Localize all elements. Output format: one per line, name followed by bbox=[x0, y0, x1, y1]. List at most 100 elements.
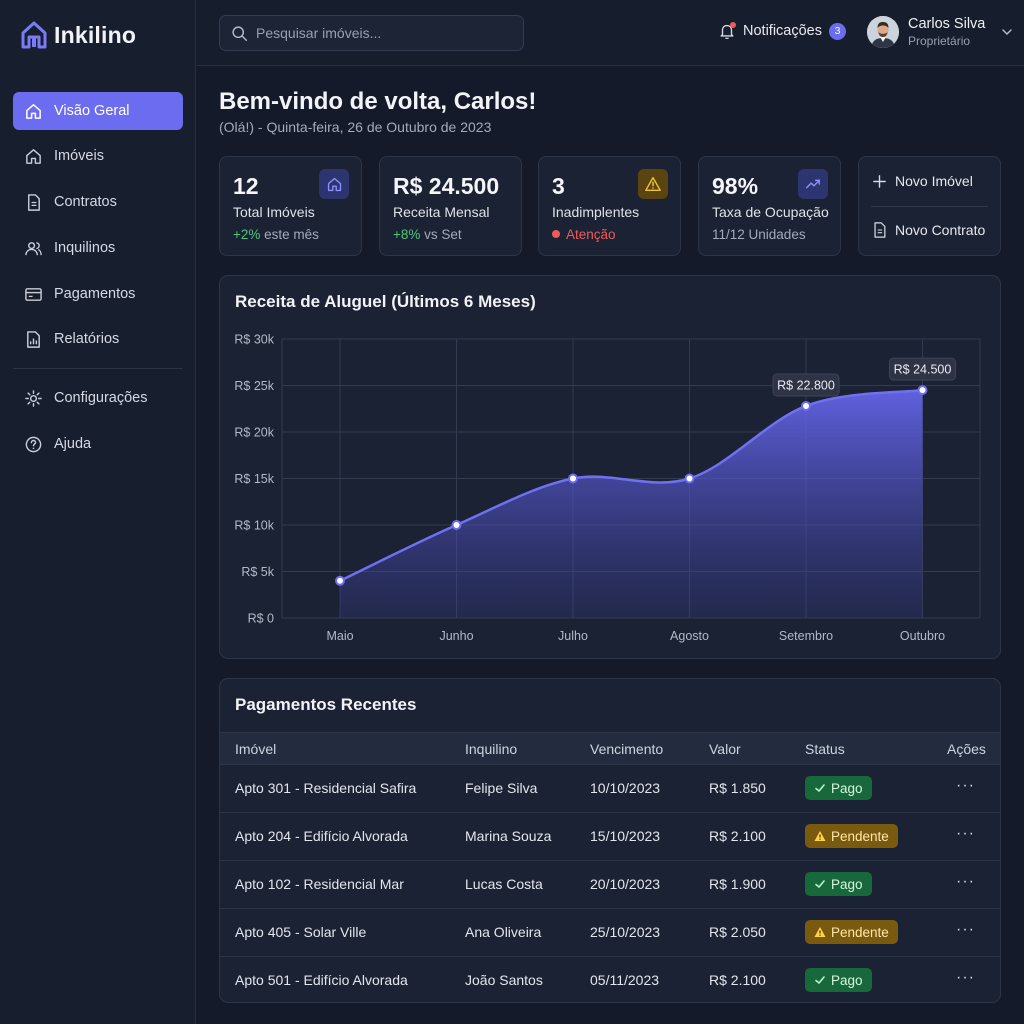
cell-due-date: 05/11/2023 bbox=[590, 972, 660, 988]
revenue-area bbox=[340, 390, 923, 618]
chevron-down-icon bbox=[1002, 29, 1013, 36]
more-actions-button[interactable]: ··· bbox=[956, 969, 975, 986]
sidebar-divider bbox=[13, 368, 183, 369]
warning-icon bbox=[814, 831, 826, 841]
sidebar-item-inquilinos[interactable]: Inquilinos bbox=[13, 229, 183, 267]
report-icon bbox=[27, 330, 40, 348]
column-header-tenant[interactable]: Inquilino bbox=[465, 741, 518, 757]
sidebar-item-label: Contratos bbox=[54, 194, 117, 210]
cell-property: Apto 501 - Edifício Alvorada bbox=[235, 972, 408, 988]
user-role: Proprietário bbox=[908, 34, 971, 48]
stat-card-total-properties[interactable]: 12 Total Imóveis +2% este mês bbox=[219, 156, 362, 256]
data-label-box bbox=[889, 357, 956, 381]
more-actions-button[interactable]: ··· bbox=[956, 825, 975, 842]
x-tick-label: Maio bbox=[326, 629, 353, 643]
data-point bbox=[568, 473, 578, 484]
cell-property: Apto 102 - Residencial Mar bbox=[235, 876, 404, 892]
sidebar-item-label: Pagamentos bbox=[54, 286, 136, 302]
data-point bbox=[917, 385, 928, 396]
users-icon bbox=[25, 241, 42, 255]
new-property-label: Novo Imóvel bbox=[895, 173, 973, 189]
table-row[interactable]: Apto 102 - Residencial Mar Lucas Costa 20/… bbox=[220, 861, 1000, 909]
new-property-button[interactable]: Novo Imóvel bbox=[872, 173, 973, 189]
column-header-property[interactable]: Imóvel bbox=[235, 741, 277, 757]
table-body: Apto 301 - Residencial Safira Felipe Silv… bbox=[220, 765, 1000, 1002]
sidebar-item-pagamentos[interactable]: Pagamentos bbox=[13, 275, 183, 313]
cell-tenant: João Santos bbox=[465, 972, 543, 988]
sidebar-item-imoveis[interactable]: Imóveis bbox=[13, 137, 183, 175]
cell-tenant: Marina Souza bbox=[465, 828, 552, 844]
house-icon bbox=[26, 148, 41, 164]
search-input[interactable] bbox=[256, 25, 506, 41]
notifications-button[interactable]: Notificações 3 bbox=[718, 22, 846, 40]
home-icon bbox=[26, 103, 41, 119]
cell-amount: R$ 2.100 bbox=[709, 828, 766, 844]
stat-card-occupancy[interactable]: 98% Taxa de Ocupação 11/12 Unidades bbox=[698, 156, 841, 256]
stat-label: Receita Mensal bbox=[393, 204, 490, 220]
page-title: Bem-vindo de volta, Carlos! bbox=[219, 88, 537, 115]
check-icon bbox=[815, 784, 825, 792]
current-date: (Olá!) - Quinta-feira, 26 de Outubro de … bbox=[219, 119, 492, 135]
column-header-due-date[interactable]: Vencimento bbox=[590, 741, 664, 757]
stat-card-defaulters[interactable]: 3 Inadimplentes Atenção bbox=[538, 156, 681, 256]
avatar bbox=[867, 16, 899, 48]
sidebar-item-relatorios[interactable]: Relatórios bbox=[13, 320, 183, 358]
cell-tenant: Lucas Costa bbox=[465, 876, 543, 892]
stat-warning: Atenção bbox=[552, 227, 616, 242]
table-row[interactable]: Apto 405 - Solar Ville Ana Oliveira 25/10/… bbox=[220, 909, 1000, 957]
y-tick-label: R$ 0 bbox=[248, 612, 274, 626]
user-name: Carlos Silva bbox=[908, 16, 986, 32]
table-title: Pagamentos Recentes bbox=[235, 695, 417, 714]
user-menu[interactable]: Carlos Silva Proprietário bbox=[867, 16, 1014, 48]
more-actions-button[interactable]: ··· bbox=[956, 921, 975, 938]
status-badge: Pendente bbox=[805, 920, 898, 944]
status-badge: Pendente bbox=[805, 824, 898, 848]
brand-logo[interactable]: Inkilino bbox=[20, 20, 136, 50]
more-actions-button[interactable]: ··· bbox=[956, 777, 975, 794]
status-badge-label: Pago bbox=[831, 972, 863, 988]
cell-due-date: 10/10/2023 bbox=[590, 780, 661, 796]
quick-actions-divider bbox=[871, 206, 988, 207]
column-header-status[interactable]: Status bbox=[805, 741, 845, 757]
x-tick-label: Setembro bbox=[779, 629, 833, 643]
stat-value: 98% bbox=[712, 173, 759, 199]
gear-icon bbox=[25, 389, 42, 407]
sidebar-item-label: Visão Geral bbox=[54, 103, 130, 119]
cell-property: Apto 301 - Residencial Safira bbox=[235, 780, 417, 796]
stat-change-value: +2% bbox=[233, 227, 261, 242]
stat-detail: 11/12 Unidades bbox=[712, 227, 806, 242]
status-badge: Pago bbox=[805, 872, 872, 896]
data-label-box bbox=[772, 373, 840, 397]
column-header-actions: Ações bbox=[947, 741, 986, 757]
sidebar-item-configuracoes[interactable]: Configurações bbox=[13, 379, 183, 417]
recent-payments-panel: Pagamentos Recentes Imóvel Inquilino Ven… bbox=[219, 678, 1001, 1003]
cell-tenant: Felipe Silva bbox=[465, 780, 538, 796]
house-icon bbox=[319, 169, 349, 199]
status-badge-label: Pago bbox=[831, 876, 863, 892]
sidebar-item-contratos[interactable]: Contratos bbox=[13, 183, 183, 221]
table-row[interactable]: Apto 204 - Edifício Alvorada Marina Souza… bbox=[220, 813, 1000, 861]
x-tick-label: Junho bbox=[439, 629, 473, 643]
check-icon bbox=[815, 880, 825, 888]
check-icon bbox=[815, 976, 825, 984]
stat-card-monthly-revenue[interactable]: R$ 24.500 Receita Mensal +8% vs Set bbox=[379, 156, 522, 256]
stat-value: 12 bbox=[233, 173, 259, 199]
credit-card-icon bbox=[25, 287, 42, 301]
stat-value: R$ 24.500 bbox=[393, 173, 500, 199]
sidebar: Inkilino Visão Geral Imóveis Contratos I… bbox=[0, 0, 196, 1024]
new-contract-button[interactable]: Novo Contrato bbox=[872, 222, 985, 238]
brand-name: Inkilino bbox=[54, 21, 137, 48]
notifications-label: Notificações bbox=[743, 23, 822, 39]
table-row[interactable]: Apto 501 - Edifício Alvorada João Santos 0… bbox=[220, 957, 1000, 1002]
more-actions-button[interactable]: ··· bbox=[956, 873, 975, 890]
trend-up-icon bbox=[798, 169, 828, 199]
sidebar-item-visao-geral[interactable]: Visão Geral bbox=[13, 92, 183, 130]
house-logo-icon bbox=[21, 21, 47, 49]
column-header-amount[interactable]: Valor bbox=[709, 741, 741, 757]
search-box[interactable] bbox=[219, 15, 524, 51]
sidebar-item-ajuda[interactable]: Ajuda bbox=[13, 425, 183, 463]
cell-due-date: 20/10/2023 bbox=[590, 876, 661, 892]
sidebar-item-label: Configurações bbox=[54, 390, 148, 406]
table-row[interactable]: Apto 301 - Residencial Safira Felipe Silv… bbox=[220, 765, 1000, 813]
data-label-text: R$ 24.500 bbox=[894, 363, 952, 377]
